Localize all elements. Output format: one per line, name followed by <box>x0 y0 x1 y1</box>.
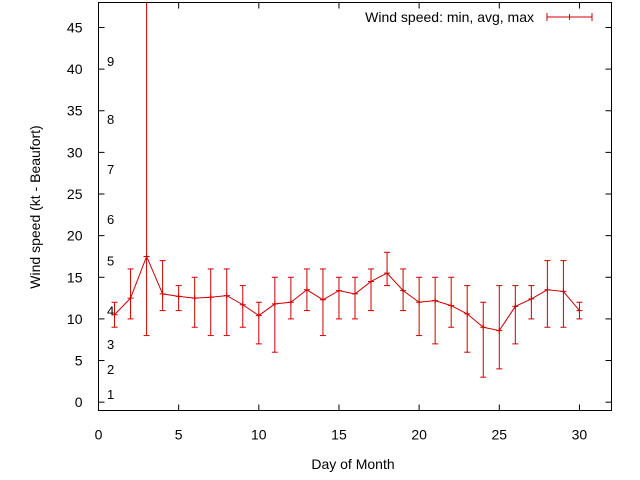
avg-point <box>303 286 310 293</box>
avg-point <box>191 295 198 302</box>
y-tick-label: 35 <box>67 103 83 119</box>
avg-point <box>544 286 551 293</box>
avg-point <box>207 294 214 301</box>
series-group <box>111 2 583 378</box>
y-tick-label: 10 <box>67 311 83 327</box>
avg-point <box>384 270 391 277</box>
avg-point <box>416 299 423 306</box>
y-tick-label: 5 <box>75 353 83 369</box>
beaufort-label: 5 <box>107 254 114 269</box>
avg-point <box>255 312 262 319</box>
avg-point <box>448 302 455 309</box>
legend-label: Wind speed: min, avg, max <box>365 9 534 25</box>
avg-point <box>432 297 439 304</box>
y-tick-label: 25 <box>67 186 83 202</box>
avg-line <box>114 255 580 332</box>
avg-point <box>271 300 278 307</box>
beaufort-label: 1 <box>107 387 114 402</box>
beaufort-label: 7 <box>107 162 114 177</box>
beaufort-label: 3 <box>107 337 114 352</box>
legend: Wind speed: min, avg, max <box>365 9 593 25</box>
x-tick-label: 10 <box>251 427 267 443</box>
y-tick-label: 40 <box>67 61 83 77</box>
beaufort-labels: 1 2 3 4 5 6 7 8 9 <box>107 54 114 402</box>
avg-point <box>319 296 326 303</box>
avg-point <box>528 295 535 302</box>
x-tick-label: 30 <box>572 427 588 443</box>
beaufort-label: 2 <box>107 362 114 377</box>
avg-point <box>175 293 182 300</box>
beaufort-label: 8 <box>107 112 114 127</box>
x-tick-label: 20 <box>411 427 427 443</box>
y-tick-label: 45 <box>67 19 83 35</box>
avg-point <box>480 324 487 331</box>
avg-point <box>287 299 294 306</box>
y-tick-label: 30 <box>67 144 83 160</box>
avg-point <box>496 327 503 334</box>
x-tick-label: 15 <box>331 427 347 443</box>
avg-point <box>111 311 118 318</box>
avg-point <box>576 307 583 314</box>
y-axis-title: Wind speed (kt - Beaufort) <box>27 125 43 288</box>
beaufort-label: 9 <box>107 54 114 69</box>
avg-point <box>464 310 471 317</box>
x-tick-label: 0 <box>95 427 103 443</box>
avg-point <box>352 290 358 297</box>
x-axis-title: Day of Month <box>311 456 394 472</box>
avg-point <box>400 287 407 294</box>
avg-point <box>368 278 375 285</box>
avg-point <box>512 303 519 310</box>
beaufort-label: 4 <box>107 304 114 319</box>
y-tick-label: 20 <box>67 228 83 244</box>
y-tick-label: 15 <box>67 269 83 285</box>
plot-frame <box>98 2 612 411</box>
beaufort-label: 6 <box>107 212 114 227</box>
avg-point <box>127 295 134 302</box>
x-tick-label: 5 <box>175 427 183 443</box>
avg-point <box>223 292 230 299</box>
avg-point <box>560 288 567 295</box>
avg-point <box>239 301 246 308</box>
avg-point <box>143 253 150 260</box>
y-tick-label: 0 <box>75 394 83 410</box>
avg-point <box>335 287 342 294</box>
x-tick-label: 25 <box>491 427 507 443</box>
avg-point <box>159 290 166 297</box>
